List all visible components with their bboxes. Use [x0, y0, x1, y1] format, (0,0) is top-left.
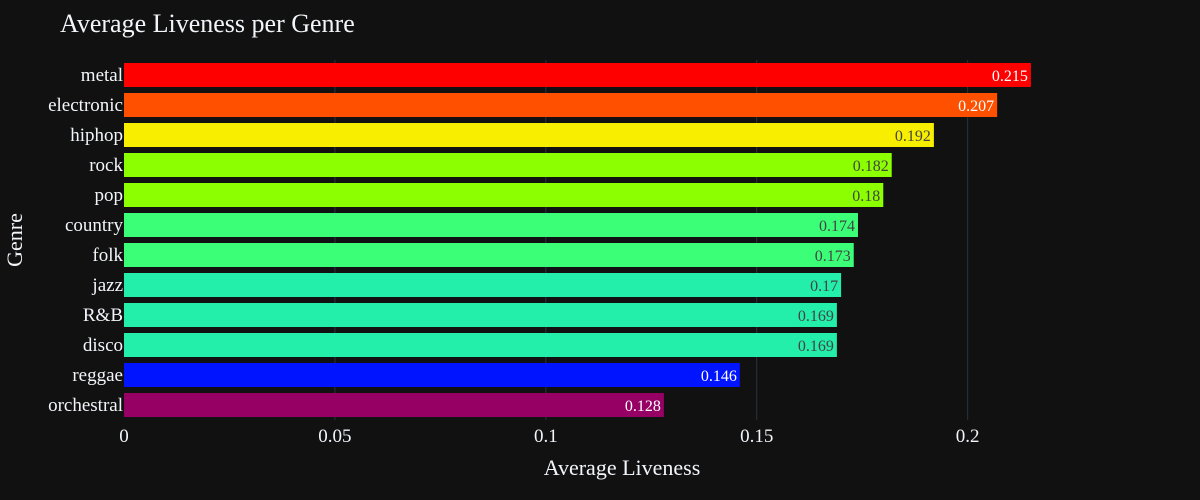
x-axis-title: Average Liveness: [544, 455, 701, 480]
x-tick-label: 0.2: [956, 426, 980, 447]
y-tick-label-metal: metal: [81, 65, 123, 86]
y-axis-title: Genre: [2, 213, 27, 267]
x-tick-label: 0: [119, 426, 129, 447]
bar-r-b: [124, 303, 837, 327]
bar-metal: [124, 63, 1031, 87]
bar-disco: [124, 333, 837, 357]
bar-value-label-metal: 0.215: [992, 68, 1028, 85]
y-tick-label-rock: rock: [89, 155, 123, 176]
y-tick-label-orchestral: orchestral: [48, 395, 123, 416]
y-tick-label-pop: pop: [95, 185, 124, 206]
grid-lines: [334, 60, 969, 420]
y-axis-tick-labels: metal electronic hiphop rock pop country folk j…: [48, 65, 123, 416]
bar-value-label-country: 0.174: [819, 218, 855, 235]
bar-value-label-disco: 0.169: [798, 338, 834, 355]
bar-value-label-reggae: 0.146: [701, 368, 737, 385]
bar-reggae: [124, 363, 740, 387]
bars: [124, 63, 1031, 417]
bar-value-label-hiphop: 0.192: [895, 128, 931, 145]
x-tick-label: 0.1: [534, 426, 558, 447]
bar-value-label-pop: 0.18: [852, 188, 880, 205]
bar-value-label-folk: 0.173: [815, 248, 851, 265]
bar-rock: [124, 153, 892, 177]
bar-value-label-rock: 0.182: [853, 158, 889, 175]
y-tick-label-jazz: jazz: [91, 275, 123, 296]
y-tick-label-reggae: reggae: [72, 365, 123, 386]
y-tick-label-r-b: R&B: [83, 305, 123, 326]
bar-value-label-electronic: 0.207: [958, 98, 994, 115]
x-axis-tick-labels: 0 0.05 0.1 0.15 0.2: [119, 426, 979, 447]
chart-title: Average Liveness per Genre: [60, 9, 355, 38]
bar-jazz: [124, 273, 842, 297]
y-tick-label-hiphop: hiphop: [70, 125, 123, 146]
bar-pop: [124, 183, 884, 207]
bar-electronic: [124, 93, 998, 117]
bar-orchestral: [124, 393, 664, 417]
y-tick-label-disco: disco: [83, 335, 123, 356]
bar-country: [124, 213, 858, 237]
bar-folk: [124, 243, 854, 267]
bar-value-label-r-b: 0.169: [798, 308, 834, 325]
x-tick-label: 0.15: [740, 426, 773, 447]
y-tick-label-folk: folk: [92, 245, 123, 266]
bar-value-labels: 0.215 0.207 0.192 0.182 0.18 0.174 0.173 0.17 0.…: [625, 68, 1028, 415]
y-tick-label-electronic: electronic: [48, 95, 123, 116]
x-tick-label: 0.05: [318, 426, 351, 447]
bar-hiphop: [124, 123, 934, 147]
bar-value-label-orchestral: 0.128: [625, 398, 661, 415]
bar-value-label-jazz: 0.17: [810, 278, 838, 295]
y-tick-label-country: country: [65, 215, 124, 236]
